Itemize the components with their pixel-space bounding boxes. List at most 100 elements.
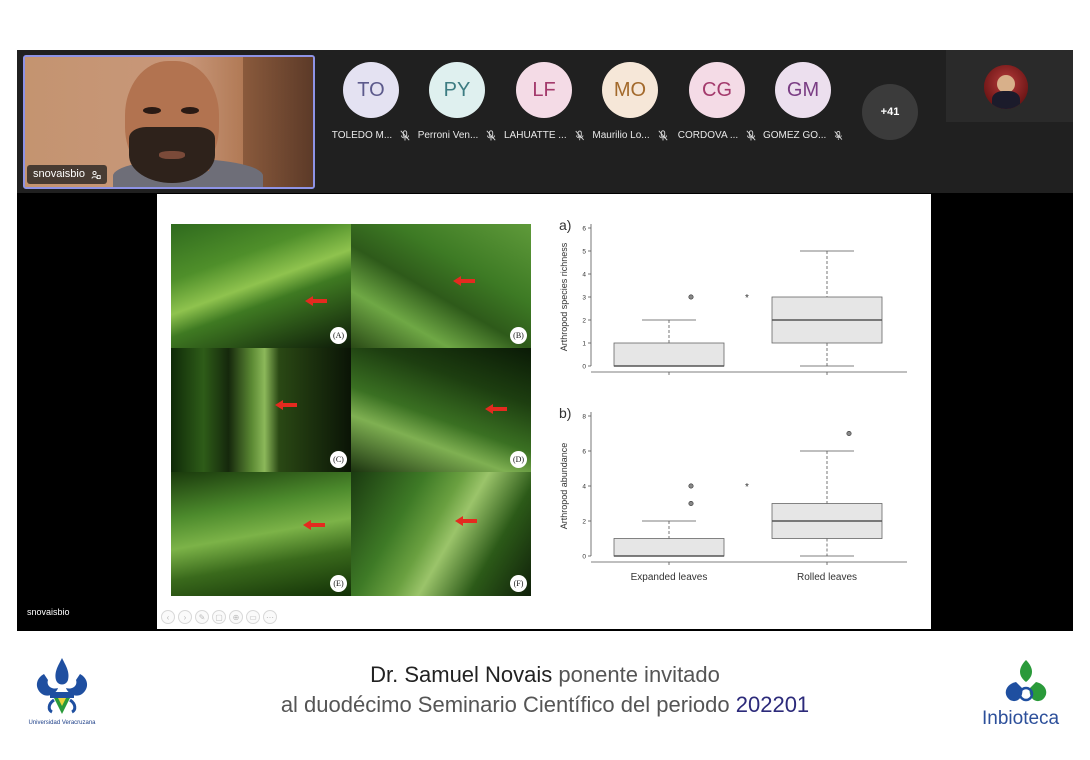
y-tick-label: 8: [582, 414, 586, 421]
photo-panel-f: (F): [351, 472, 531, 596]
presenter-name: snovaisbio: [33, 168, 85, 180]
more-participants-button[interactable]: +41: [862, 84, 918, 140]
mic-off-icon: [486, 130, 496, 141]
red-arrow-icon: [485, 404, 507, 414]
inbioteca-logo: [1005, 660, 1047, 702]
participant-name: TOLEDO M...: [331, 130, 393, 141]
participant-tile[interactable]: MO Maurilio Lo...: [590, 62, 670, 141]
participant-avatar: MO: [602, 62, 658, 118]
screen-icon[interactable]: ▭: [246, 610, 260, 624]
photo-panel-a: (A): [171, 224, 351, 348]
y-tick-label: 3: [582, 295, 586, 302]
speaker-role: ponente invitado: [558, 662, 720, 687]
video-door: [243, 57, 313, 187]
y-tick-label: 0: [582, 364, 586, 371]
box: [613, 342, 725, 367]
participant-name: CORDOVA ...: [677, 130, 739, 141]
y-axis-label: Arthropod species richness: [559, 242, 569, 351]
significance-marker: *: [745, 482, 749, 493]
video-mouth: [159, 151, 185, 159]
more-options-icon[interactable]: ⋯: [263, 610, 277, 624]
pages-icon[interactable]: ▢: [212, 610, 226, 624]
seminar-text: al duodécimo Seminario Científico del pe…: [280, 692, 730, 717]
mic-off-icon: [658, 130, 668, 141]
x-category-label: Rolled leaves: [797, 572, 857, 583]
people-icon: [91, 170, 101, 179]
photo-panel-b: (B): [351, 224, 531, 348]
y-axis-label: Arthropod abundance: [559, 443, 569, 530]
outlier-point: [688, 500, 694, 506]
participant-name: LAHUATTE ...: [504, 130, 567, 141]
self-view-avatar: [984, 65, 1028, 109]
outlier-point: [688, 294, 694, 300]
mic-off-icon: [575, 130, 584, 141]
red-arrow-icon: [305, 296, 327, 306]
participants-bar: snovaisbio TO TOLEDO M... PY: [17, 50, 1073, 193]
y-tick-label: 4: [582, 272, 586, 279]
box: [613, 538, 725, 557]
event-caption: Dr. Samuel Novais ponente invitado al du…: [200, 660, 890, 720]
panel-letter: b): [559, 405, 571, 421]
panel-label: (B): [510, 327, 527, 344]
participant-tile[interactable]: LF LAHUATTE ...: [504, 62, 584, 141]
panel-label: (D): [510, 451, 527, 468]
speaker-name: Dr. Samuel Novais: [370, 662, 553, 687]
meeting-window: snovaisbio TO TOLEDO M... PY: [17, 50, 1073, 631]
panel-letter: a): [559, 217, 571, 233]
y-tick-label: 0: [582, 554, 586, 561]
inbioteca-label: Inbioteca: [982, 708, 1060, 729]
participant-name: Maurilio Lo...: [592, 130, 650, 141]
next-slide-icon[interactable]: ›: [178, 610, 192, 624]
participant-avatar: TO: [343, 62, 399, 118]
mic-off-icon: [746, 130, 756, 141]
red-arrow-icon: [303, 520, 325, 530]
seminar-period: 202201: [735, 692, 810, 717]
pen-icon[interactable]: ✎: [195, 610, 209, 624]
panel-label: (C): [330, 451, 347, 468]
significance-marker: *: [745, 293, 749, 304]
universidad-veracruzana-logo: [36, 658, 88, 714]
y-tick-label: 1: [582, 341, 586, 348]
participant-avatar: PY: [429, 62, 485, 118]
red-arrow-icon: [455, 516, 477, 526]
participant-tile[interactable]: CG CORDOVA ...: [677, 62, 757, 141]
video-eye-right: [181, 107, 199, 114]
participant-tile[interactable]: TO TOLEDO M...: [331, 62, 411, 141]
outlier-point: [846, 431, 852, 437]
presenter-video-tile[interactable]: snovaisbio: [23, 55, 315, 189]
participant-avatar: LF: [516, 62, 572, 118]
universidad-veracruzana-label: Universidad Veracruzana: [28, 720, 96, 726]
mic-off-icon: [400, 130, 410, 141]
panel-label: (F): [510, 575, 527, 592]
participant-name: Perroni Ven...: [417, 130, 479, 141]
share-owner-label: snovaisbio: [27, 607, 70, 617]
mic-off-icon: [834, 131, 843, 140]
participant-tile[interactable]: GM GOMEZ GO...: [763, 62, 843, 141]
video-eye-left: [143, 107, 161, 114]
red-arrow-icon: [453, 276, 475, 286]
panel-label: (A): [330, 327, 347, 344]
participant-name: GOMEZ GO...: [763, 130, 827, 141]
boxplot-figure: a) Arthropod species richness 0 1 2 3 4 5 6 * b) Ar…: [559, 217, 907, 583]
participant-tile[interactable]: PY Perroni Ven...: [417, 62, 497, 141]
red-arrow-icon: [275, 400, 297, 410]
presenter-name-chip: snovaisbio: [27, 165, 107, 184]
outlier-point: [688, 483, 694, 489]
photo-panel-d: (D): [351, 348, 531, 472]
zoom-icon[interactable]: ⊕: [229, 610, 243, 624]
photo-panel-c: (C): [171, 348, 351, 472]
x-category-label: Expanded leaves: [631, 572, 708, 583]
shared-slide: (A) (B) (C) (D) (E): [157, 194, 931, 629]
y-tick-label: 5: [582, 249, 586, 256]
shared-screen: (A) (B) (C) (D) (E): [17, 193, 1073, 631]
y-tick-label: 2: [582, 519, 586, 526]
slide-toolbar: ‹ › ✎ ▢ ⊕ ▭ ⋯: [161, 610, 277, 624]
panel-label: (E): [330, 575, 347, 592]
photo-panel-e: (E): [171, 472, 351, 596]
y-tick-label: 6: [582, 226, 586, 233]
previous-slide-icon[interactable]: ‹: [161, 610, 175, 624]
y-tick-label: 2: [582, 318, 586, 325]
participant-avatar: GM: [775, 62, 831, 118]
y-tick-label: 6: [582, 449, 586, 456]
